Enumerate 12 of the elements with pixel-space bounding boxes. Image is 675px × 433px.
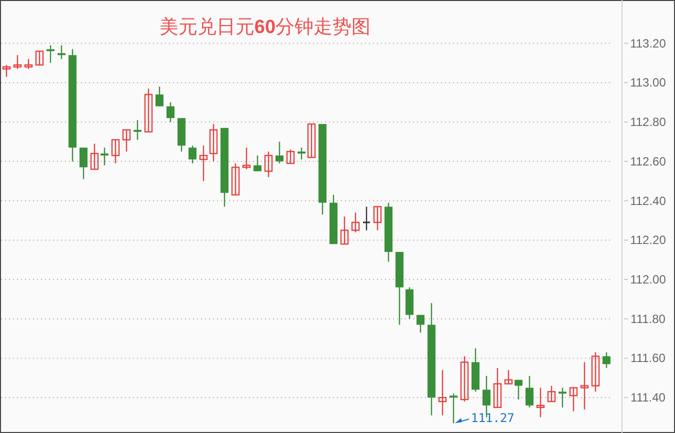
- y-tick-label: 112.40: [630, 194, 666, 208]
- y-tick-label: 113.00: [630, 76, 666, 90]
- y-tick-label: 112.00: [630, 272, 666, 286]
- y-tick-label: 112.80: [630, 115, 666, 130]
- y-tick-label: 111.60: [630, 351, 666, 366]
- y-tick-label: 113.20: [630, 36, 666, 50]
- y-tick-label: 111.80: [630, 312, 666, 326]
- text: 美元兑日元60分钟走势图: [159, 16, 371, 38]
- y-tick-label: 112.20: [630, 233, 666, 248]
- y-tick-label: 112.60: [630, 154, 666, 168]
- annotation: 111.27: [471, 411, 514, 426]
- y-tick-label: 111.40: [630, 390, 666, 405]
